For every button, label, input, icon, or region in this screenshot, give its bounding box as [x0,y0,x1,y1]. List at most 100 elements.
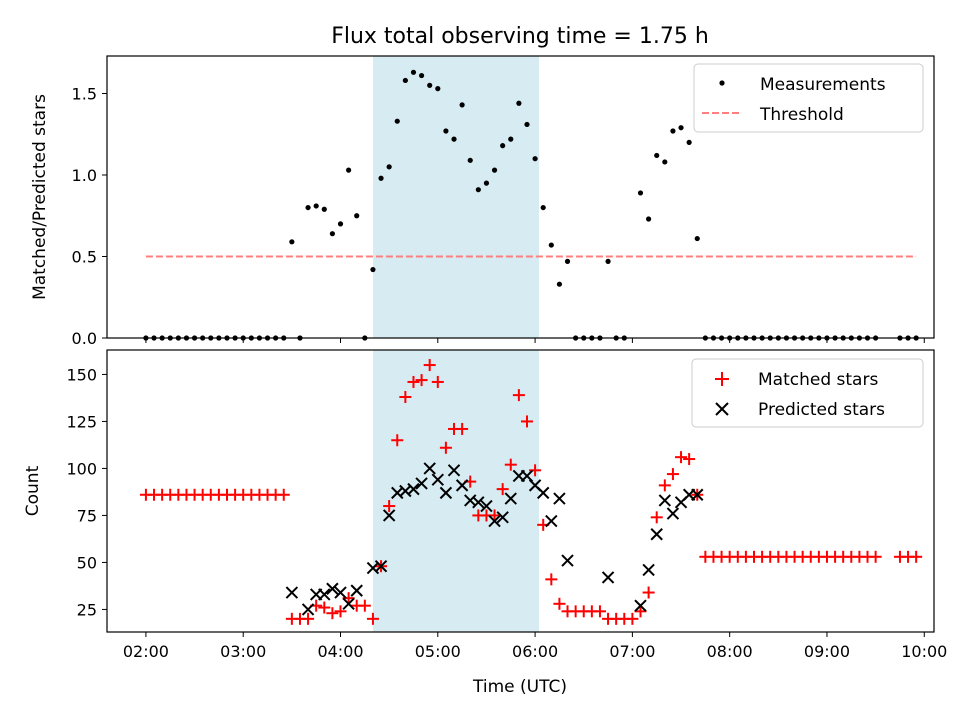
data-point [407,482,420,496]
y-tick-label: 25 [77,600,97,619]
data-point [386,164,392,170]
data-point [318,601,331,614]
observing-window-shade [373,56,539,338]
data-point [488,509,501,522]
data-point [654,152,660,159]
y-tick-label: 100 [66,459,97,478]
data-point [305,204,311,211]
data-point [418,72,425,79]
x-tick-label: 06:00 [512,642,558,661]
bottom-legend: Matched stars Predicted stars [691,358,924,428]
data-point [342,592,355,605]
data-point [472,496,485,509]
x-tick-label: 10:00 [901,642,947,661]
data-point [329,231,335,237]
data-point [556,281,563,287]
data-point [402,77,408,84]
legend-predicted-marker [715,402,729,416]
data-point [313,203,319,209]
bottom-legend-box [691,358,924,428]
x-axis-label: Time (UTC) [472,677,567,697]
top-panel: Flux total observing time = 1.75 h 0.0 0.… [30,24,935,348]
data-point [302,612,315,625]
data-point [480,499,493,513]
data-point [520,415,533,428]
data-point [637,190,644,196]
data-point [326,607,339,620]
data-point [548,242,554,248]
data-point [545,514,558,528]
bottom-y-ticks [102,373,107,610]
data-point [496,483,509,496]
y-tick-label: 125 [66,412,97,431]
data-point [427,82,433,88]
data-point [626,612,639,625]
data-point [488,514,501,528]
data-point [334,605,347,618]
data-point [378,175,384,181]
data-point [415,374,428,387]
data-point [650,511,663,524]
y-tick-label: 1.0 [72,166,97,185]
data-point [646,216,652,222]
data-point [350,584,363,597]
bottom-plot-frame [106,349,935,633]
data-point [407,375,420,388]
data-point [634,599,647,612]
data-point [456,422,469,435]
data-point [285,586,299,599]
data-point [512,389,525,402]
data-point [337,221,344,227]
data-point [435,86,441,92]
data-point [683,453,696,466]
data-point [508,136,514,142]
data-point [342,597,355,611]
series-predicted-stars [285,462,704,616]
data-point [439,486,453,500]
data-point [459,102,465,108]
y-tick-label: 0.0 [72,329,97,348]
bottom-series-layer [139,359,923,625]
data-point [642,586,655,599]
top-legend-box [693,63,924,133]
data-point [642,563,655,577]
legend-predicted-label: Predicted stars [758,400,885,420]
y-tick-label: 75 [77,506,97,525]
data-point [366,612,379,625]
data-point [318,588,331,601]
x-tick-label: 09:00 [804,642,850,661]
data-point [662,159,668,165]
data-point [678,125,684,131]
legend-measurements-label: Measurements [760,75,886,95]
top-y-axis-label: Matched/Predicted stars [30,94,50,300]
x-tick-label: 07:00 [609,642,655,661]
x-tick-label: 03:00 [220,642,266,661]
data-point [447,464,461,477]
chart-title: Flux total observing time = 1.75 h [331,24,709,49]
data-point [529,464,542,477]
data-point [601,571,615,584]
bottom-y-tick-labels: 25 50 75 100 125 150 [66,365,97,619]
data-point [545,573,558,586]
data-point [593,605,606,618]
data-point [277,488,290,501]
data-point [354,213,360,219]
x-tick-label: 05:00 [415,642,461,661]
data-point [675,451,688,464]
data-point [455,479,469,492]
data-point [504,492,517,505]
bottom-panel: 25 50 75 100 125 150 02:00 03:00 04:00 05:00 06:0… [23,349,947,697]
y-tick-label: 0.5 [72,247,97,266]
data-point [410,69,417,75]
top-plot-frame [106,55,935,339]
data-point [500,143,506,149]
bottom-y-axis-label: Count [23,465,43,516]
data-point [394,118,400,124]
data-point [658,479,671,492]
legend-threshold-label: Threshold [759,105,844,125]
data-point [536,486,550,500]
data-point [694,235,700,242]
data-point [370,266,376,273]
data-point [289,239,295,245]
data-point [666,468,679,481]
